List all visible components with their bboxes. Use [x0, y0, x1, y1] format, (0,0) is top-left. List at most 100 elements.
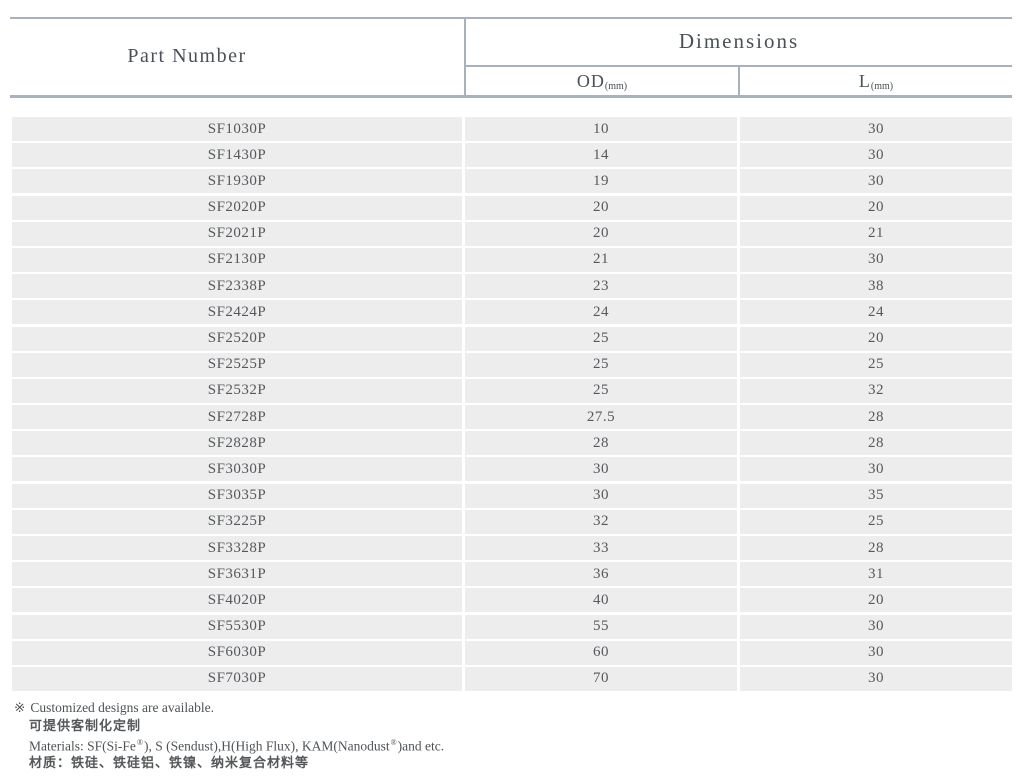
registered-trademark-icon: ®: [136, 738, 143, 747]
od-value-cell: 40: [465, 588, 737, 613]
od-value-cell: 28: [465, 431, 737, 456]
table-row: SF2532P 25 32: [12, 378, 1012, 403]
part-number-cell: SF2728P: [12, 405, 462, 430]
table-row: SF6030P 60 30: [12, 640, 1012, 665]
customized-note-zh: 可提供客制化定制: [29, 718, 142, 733]
od-value-cell: 20: [465, 195, 737, 220]
part-number-cell: SF3225P: [12, 509, 462, 534]
part-dimensions-divider: [464, 17, 466, 98]
part-number-cell: SF4020P: [12, 588, 462, 613]
od-value-cell: 33: [465, 536, 737, 560]
table-row: SF3631P 36 31: [12, 562, 1012, 587]
od-value-cell: 25: [465, 326, 737, 351]
table-row: SF5530P 55 30: [12, 614, 1012, 639]
table-row: SF3030P 30 30: [12, 457, 1012, 482]
part-number-cell: SF7030P: [12, 666, 462, 691]
materials-text-3: )and etc.: [397, 738, 445, 754]
od-label: OD: [576, 70, 605, 91]
table-row: SF2728P 27.5 28: [12, 405, 1012, 430]
od-value-cell: 25: [465, 352, 737, 377]
l-value-cell: 30: [740, 666, 1012, 691]
table-row: SF1030P 10 30: [12, 117, 1012, 141]
part-number-cell: SF2520P: [12, 326, 462, 351]
table-row: SF3328P 33 28: [12, 536, 1012, 560]
table-row: SF1430P 14 30: [12, 143, 1012, 168]
part-number-cell: SF5530P: [12, 614, 462, 639]
part-number-cell: SF2020P: [12, 195, 462, 220]
part-number-cell: SF1030P: [12, 117, 462, 141]
materials-note-zh: 材质：铁硅、铁硅铝、铁镍、纳米复合材料等: [29, 755, 310, 770]
l-value-cell: 30: [740, 640, 1012, 665]
table-row: SF2520P 25 20: [12, 326, 1012, 351]
table-row: SF4020P 40 20: [12, 588, 1012, 613]
table-row: SF7030P 70 30: [12, 666, 1012, 691]
table-row: SF2020P 20 20: [12, 195, 1012, 220]
od-value-cell: 10: [465, 117, 737, 141]
part-number-cell: SF2424P: [12, 300, 462, 325]
l-value-cell: 30: [740, 117, 1012, 141]
table-row: SF3035P 30 35: [12, 483, 1012, 508]
l-value-cell: 30: [740, 614, 1012, 639]
l-value-cell: 20: [740, 588, 1012, 613]
registered-trademark-icon: ®: [390, 738, 397, 747]
col-header-part-number: Part Number: [127, 44, 247, 67]
reference-mark-icon: ※: [14, 700, 26, 715]
part-number-cell: SF3631P: [12, 562, 462, 587]
table-header-bottom-border: [10, 95, 1012, 98]
customized-note-en: ※ Customized designs are available.: [14, 700, 214, 716]
part-number-cell: SF2130P: [12, 247, 462, 272]
od-value-cell: 32: [465, 509, 737, 534]
part-number-cell: SF3030P: [12, 457, 462, 482]
od-l-divider: [738, 65, 740, 98]
l-value-cell: 25: [740, 509, 1012, 534]
od-value-cell: 60: [465, 640, 737, 665]
l-unit-label: (mm): [870, 81, 894, 92]
od-value-cell: 55: [465, 614, 737, 639]
table-row: SF2130P 21 30: [12, 247, 1012, 272]
materials-note-en: Materials: SF(Si-Fe®), S (Sendust),H(Hig…: [29, 738, 444, 755]
od-value-cell: 36: [465, 562, 737, 587]
l-value-cell: 28: [740, 405, 1012, 430]
table-row: SF2424P 24 24: [12, 300, 1012, 325]
od-value-cell: 24: [465, 300, 737, 325]
l-value-cell: 32: [740, 378, 1012, 403]
od-value-cell: 27.5: [465, 405, 737, 430]
od-value-cell: 30: [465, 483, 737, 508]
od-value-cell: 20: [465, 221, 737, 246]
l-value-cell: 28: [740, 536, 1012, 560]
l-value-cell: 30: [740, 457, 1012, 482]
part-number-cell: SF6030P: [12, 640, 462, 665]
table-row: SF2828P 28 28: [12, 431, 1012, 456]
l-value-cell: 21: [740, 221, 1012, 246]
l-value-cell: 30: [740, 247, 1012, 272]
part-number-cell: SF1930P: [12, 169, 462, 194]
l-value-cell: 35: [740, 483, 1012, 508]
od-unit-label: (mm): [604, 81, 628, 92]
materials-text-2: ), S (Sendust),H(High Flux), KAM(Nanodus…: [143, 738, 390, 754]
od-value-cell: 14: [465, 143, 737, 168]
table-row: SF1930P 19 30: [12, 169, 1012, 194]
od-value-cell: 70: [465, 666, 737, 691]
col-header-od: OD (mm): [466, 67, 738, 95]
l-value-cell: 24: [740, 300, 1012, 325]
table-row: SF2021P 20 21: [12, 221, 1012, 246]
l-value-cell: 30: [740, 143, 1012, 168]
table-row: SF2338P 23 38: [12, 274, 1012, 299]
customized-note-en-text: Customized designs are available.: [30, 700, 215, 715]
part-number-cell: SF2525P: [12, 352, 462, 377]
table-row: SF2525P 25 25: [12, 352, 1012, 377]
od-value-cell: 19: [465, 169, 737, 194]
part-number-cell: SF2338P: [12, 274, 462, 299]
col-header-dimensions: Dimensions: [678, 28, 800, 53]
od-value-cell: 25: [465, 378, 737, 403]
table-row: SF3225P 32 25: [12, 509, 1012, 534]
l-value-cell: 20: [740, 326, 1012, 351]
l-value-cell: 20: [740, 195, 1012, 220]
part-number-cell: SF3328P: [12, 536, 462, 560]
l-value-cell: 38: [740, 274, 1012, 299]
part-number-cell: SF2021P: [12, 221, 462, 246]
od-value-cell: 30: [465, 457, 737, 482]
od-value-cell: 23: [465, 274, 737, 299]
table-top-border: [10, 17, 1012, 19]
l-label: L: [858, 70, 871, 91]
